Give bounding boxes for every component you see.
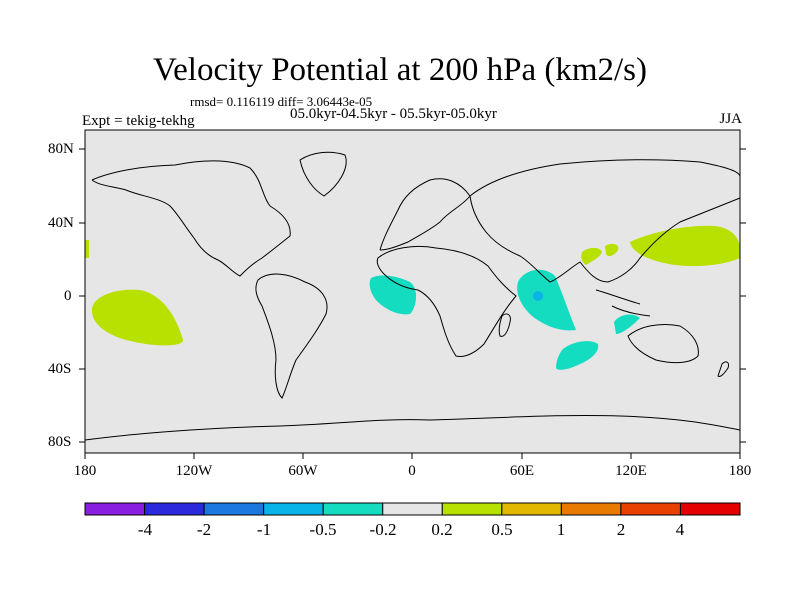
- negative-region-west-africa: [369, 275, 417, 315]
- colorbar: [84, 502, 741, 516]
- colorbar-swatch: [203, 502, 265, 516]
- positive-region-west-pacific: [630, 225, 740, 267]
- colorbar-swatch: [263, 502, 324, 516]
- lat-label-0: 0: [64, 288, 72, 304]
- coast-australia: [627, 323, 699, 364]
- coast-asia: [469, 159, 741, 283]
- colorbar-label: -2: [196, 520, 212, 539]
- lon-label-0: 0: [408, 463, 416, 479]
- lat-label-40n: 40N: [48, 215, 74, 231]
- lon-label-120e: 120E: [615, 463, 647, 479]
- coastlines: [84, 151, 741, 441]
- colorbar-label: 0.2: [431, 520, 453, 539]
- colorbar-label: -0.2: [369, 520, 397, 539]
- colorbar-label: 0.5: [491, 520, 513, 539]
- axes: [79, 129, 746, 459]
- lon-label-60w: 60W: [288, 463, 318, 479]
- season-label: JJA: [719, 111, 742, 127]
- coast-new-zealand: [717, 361, 729, 377]
- lon-label-60e: 60E: [509, 463, 535, 479]
- period-label: 05.0kyr-04.5kyr - 05.5kyr-05.0kyr: [290, 106, 497, 122]
- colorbar-swatch: [620, 502, 681, 516]
- positive-region-india: [581, 247, 602, 265]
- colorbar-swatch: [382, 502, 443, 516]
- colorbar-swatch: [322, 502, 384, 516]
- positive-region-philippines: [605, 243, 619, 257]
- coast-africa: [376, 245, 517, 357]
- colorbar-swatch: [441, 502, 503, 516]
- colorbar-swatch: [144, 502, 205, 516]
- colorbar-label: 2: [616, 520, 626, 539]
- coast-greenland: [299, 151, 347, 197]
- coast-south-america: [255, 273, 328, 399]
- map-title: Velocity Potential at 200 hPa (km2/s): [152, 52, 648, 88]
- positive-region-dateline-edge: [85, 240, 89, 258]
- positive-region-pacific-southwest: [91, 289, 184, 346]
- colorbar-swatch: [501, 502, 562, 516]
- colorbar-label: 1: [556, 520, 566, 539]
- strong-negative-spot: [533, 291, 543, 301]
- coast-madagascar: [498, 313, 511, 337]
- lat-label-40s: 40S: [48, 361, 72, 377]
- negative-region-indian-ocean: [517, 269, 576, 331]
- lat-label-80n: 80N: [48, 141, 74, 157]
- lat-label-80s: 80S: [48, 434, 72, 450]
- anomaly-shading: [85, 225, 740, 370]
- colorbar-label: -1: [256, 520, 272, 539]
- negative-region-south-indian: [556, 341, 599, 370]
- lon-label-120w: 120W: [175, 463, 213, 479]
- negative-region-indonesia: [614, 314, 640, 334]
- colorbar-swatch: [679, 502, 741, 516]
- coast-antarctica: [84, 414, 741, 441]
- lon-label-180w: 180: [73, 463, 97, 479]
- colorbar-label: -0.5: [309, 520, 337, 539]
- colorbar-label: 4: [675, 520, 685, 539]
- experiment-label: Expt = tekig-tekhg: [82, 113, 195, 129]
- lon-label-180e: 180: [728, 463, 752, 479]
- coast-north-america: [91, 160, 291, 277]
- colorbar-swatch: [560, 502, 622, 516]
- colorbar-label: -4: [137, 520, 153, 539]
- coast-indonesia: [595, 289, 651, 317]
- stats-line: rmsd= 0.116119 diff= 3.06443e-05: [190, 94, 373, 109]
- colorbar-swatch: [84, 502, 146, 516]
